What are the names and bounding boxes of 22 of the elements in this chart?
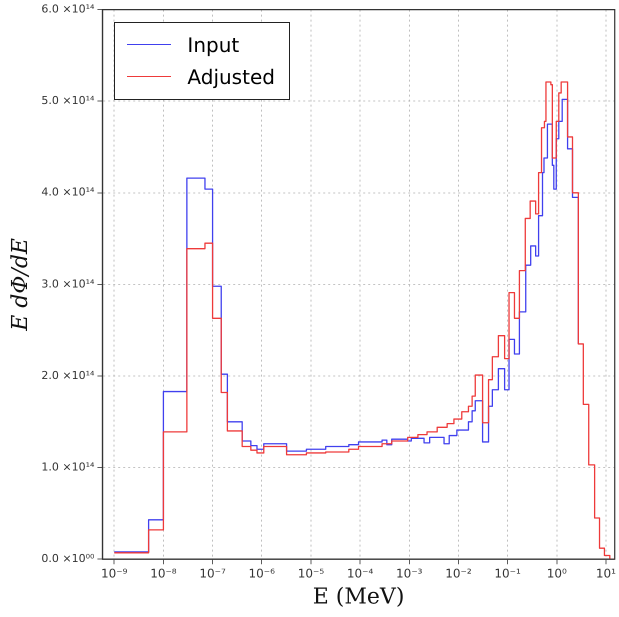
x-tick-label: 10⁻⁷ <box>199 566 226 581</box>
x-tick-label: 10⁻⁸ <box>150 566 177 581</box>
y-tick-label: 6.0 ×10¹⁴ <box>41 2 96 16</box>
x-tick-label: 10⁰ <box>546 566 567 581</box>
x-tick-label: 10⁻⁹ <box>101 566 128 581</box>
x-axis-title: E (MeV) <box>312 584 404 610</box>
y-tick-label: 0.0 ×10⁰⁰ <box>41 552 96 566</box>
y-tick-label: 4.0 ×10¹⁴ <box>41 186 96 199</box>
x-tick-label: 10¹ <box>596 566 616 581</box>
legend-label: Input <box>187 32 240 57</box>
y-tick-label: 2.0 ×10¹⁴ <box>41 368 96 382</box>
y-tick-label: 3.0 ×10¹⁴ <box>41 277 96 290</box>
y-tick-label: 1.0 ×10¹⁴ <box>41 460 96 474</box>
x-tick-label: 10⁻¹ <box>494 566 521 581</box>
x-tick-label: 10⁻³ <box>396 566 423 581</box>
y-tick-label: 5.0 ×10¹⁴ <box>41 94 96 108</box>
x-tick-label: 10⁻² <box>445 566 472 581</box>
x-tick-label: 10⁻⁵ <box>298 566 324 581</box>
x-tick-label: 10⁻⁶ <box>248 566 276 581</box>
legend-label: Adjusted <box>187 64 275 89</box>
x-tick-label: 10⁻⁴ <box>346 566 374 581</box>
y-axis-title: E dΦ/dE <box>8 238 33 332</box>
